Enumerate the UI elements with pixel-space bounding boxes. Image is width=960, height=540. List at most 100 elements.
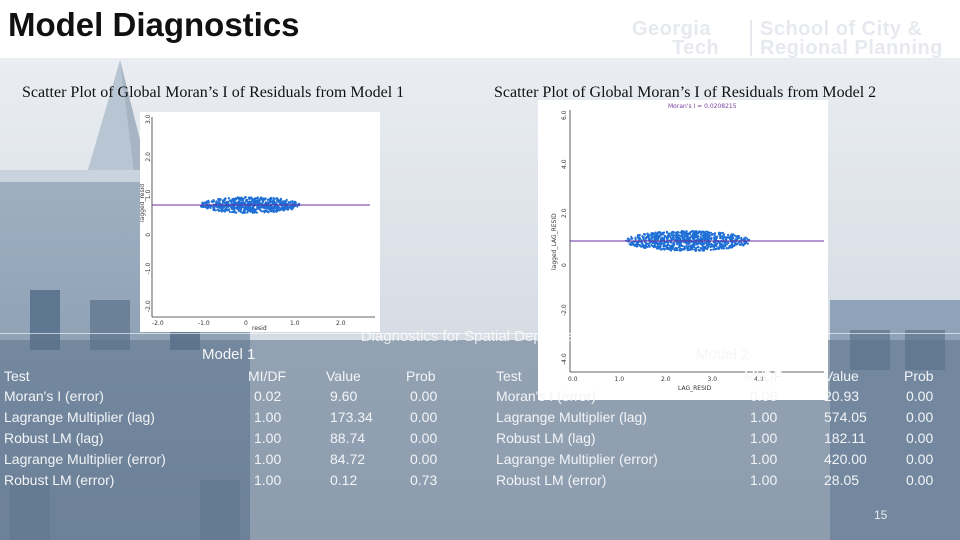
value-cell: 20.93 xyxy=(824,388,860,404)
scatter-point xyxy=(719,245,722,248)
scatter-point xyxy=(734,235,737,238)
scatter-point xyxy=(702,237,705,240)
scatter-point xyxy=(713,234,716,237)
scatter-point xyxy=(236,205,239,208)
scatter-point xyxy=(233,210,236,213)
scatter-point xyxy=(221,206,224,209)
plot2-x-axis-label: LAG_RESID xyxy=(678,385,712,392)
scatter-point xyxy=(719,237,722,240)
scatter-point xyxy=(719,242,722,246)
test-name-cell: Lagrange Multiplier (lag) xyxy=(4,409,155,425)
moran-scatter-plot-1: 3.0 2.0 1.0 0 -1.0 -2.0 -2.0 -1.0 0 1.0 2.0 lagge… xyxy=(140,112,380,332)
scatter-point xyxy=(656,245,659,248)
scatter-point xyxy=(665,244,668,248)
scatter-point xyxy=(672,245,675,248)
scatter-point xyxy=(689,245,692,248)
tick-label: 1.0 xyxy=(615,376,625,383)
test-name-cell: Moran's I (error) xyxy=(4,388,104,404)
scatter-point xyxy=(261,198,264,201)
midf-cell: 1.00 xyxy=(254,472,282,488)
scatter-point xyxy=(685,230,688,233)
scatter-point xyxy=(231,205,234,208)
scatter-point xyxy=(630,237,633,240)
scatter-point xyxy=(205,200,208,203)
scatter-point xyxy=(681,244,684,248)
scatter-point xyxy=(215,200,218,203)
scatter-point xyxy=(697,231,701,234)
scatter-point xyxy=(647,237,651,240)
scatter-point xyxy=(687,236,690,239)
scatter-point xyxy=(228,210,231,213)
scatter-point xyxy=(746,242,749,245)
tick-label: 2.0 xyxy=(561,208,568,218)
scatter-point xyxy=(287,206,290,209)
scatter-point xyxy=(203,201,206,204)
scatter-point xyxy=(665,235,668,238)
scatter-point xyxy=(730,241,734,244)
scatter-point xyxy=(714,236,717,240)
scatter-point xyxy=(680,235,684,238)
model2-label: Model 2 xyxy=(696,346,750,363)
scatter-point xyxy=(682,233,686,236)
scatter-point xyxy=(691,229,694,233)
table-header-row: Test MI/DF Value Prob xyxy=(0,366,470,386)
table-row: Moran's I (error) 0.02 9.60 0.00 xyxy=(0,386,470,406)
scatter-point xyxy=(230,210,234,214)
scatter-point xyxy=(644,243,648,247)
scatter-point xyxy=(679,231,682,234)
scatter-point xyxy=(675,233,678,236)
scatter-point xyxy=(287,201,291,204)
scatter-point xyxy=(712,248,715,251)
scatter-point xyxy=(710,233,713,236)
scatter-point xyxy=(673,249,676,252)
scatter-point xyxy=(686,247,689,250)
scatter-point xyxy=(672,243,675,246)
scatter-point xyxy=(260,206,264,209)
scatter-point xyxy=(663,231,666,234)
tick-label: 0 xyxy=(145,233,152,237)
scatter-point xyxy=(237,208,240,211)
midf-cell: 0.06 xyxy=(750,388,778,404)
tick-label: 3.0 xyxy=(708,376,718,383)
scatter-point xyxy=(209,206,212,210)
scatter-point xyxy=(663,234,666,237)
scatter-point xyxy=(673,234,676,237)
scatter-point xyxy=(199,204,203,208)
scatter-point xyxy=(246,211,249,214)
scatter-point xyxy=(688,233,692,236)
logo-text-tech: Tech xyxy=(672,37,720,59)
scatter-point xyxy=(233,207,236,210)
scatter-point xyxy=(696,242,699,246)
prob-cell: 0.00 xyxy=(410,430,438,446)
scatter-point xyxy=(680,230,683,233)
scatter-point xyxy=(715,242,719,245)
scatter-point xyxy=(659,241,663,244)
test-name-cell: Robust LM (lag) xyxy=(496,430,596,446)
scatter-point xyxy=(266,198,270,201)
header-value: Value xyxy=(326,368,361,384)
scatter-point xyxy=(724,238,728,241)
scatter-point xyxy=(707,244,710,247)
scatter-point xyxy=(666,247,669,250)
tick-label: -2.0 xyxy=(561,304,568,316)
header-test: Test xyxy=(496,368,522,384)
table-row: Robust LM (lag) 1.00 182.11 0.00 xyxy=(494,428,960,448)
scatter-point xyxy=(244,196,247,199)
scatter-point xyxy=(277,206,280,209)
midf-cell: 0.02 xyxy=(254,388,282,404)
test-name-cell: Robust LM (error) xyxy=(496,472,607,488)
scatter-point xyxy=(243,206,246,210)
value-cell: 173.34 xyxy=(330,409,373,425)
scatter-point xyxy=(646,245,649,249)
scatter-point xyxy=(234,197,237,200)
scatter-point xyxy=(744,242,748,245)
plot1-y-axis-label: lagged_resid xyxy=(140,184,146,222)
scatter-point xyxy=(650,237,654,240)
scatter-point xyxy=(658,244,662,248)
test-name-cell: Lagrange Multiplier (error) xyxy=(4,451,166,467)
scatter-point xyxy=(654,245,657,248)
prob-cell: 0.00 xyxy=(906,430,934,446)
scatter-point xyxy=(743,237,746,240)
scatter-point xyxy=(702,248,705,251)
scatter-point xyxy=(668,244,672,247)
